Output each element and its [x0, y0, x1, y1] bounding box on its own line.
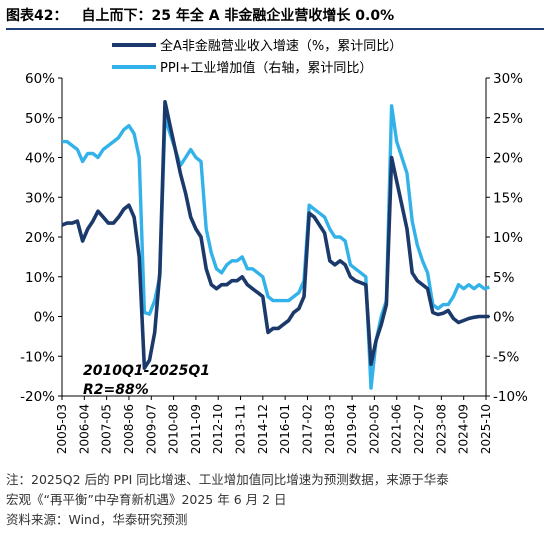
y-right-tick-label: 10%: [493, 230, 523, 246]
title-text: 自上而下：25 年全 A 非金融企业营收增长 0.0%: [81, 8, 395, 24]
y-right-tick-label: 20%: [493, 151, 523, 167]
x-tick-label: 2009-07: [144, 404, 158, 454]
x-tick-label: 2022-07: [412, 404, 426, 454]
y-left-tick-label: -10%: [20, 349, 55, 365]
series-line-revenue: [61, 100, 490, 370]
x-tick-label: 2023-08: [434, 404, 448, 454]
y-left-tick-label: 20%: [25, 230, 55, 246]
note-line-2: 宏观《“再平衡”中孕育新机遇》2025 年 6 月 2 日: [6, 492, 287, 507]
y-left-tick-label: 0%: [34, 310, 56, 326]
source-note: 资料来源：Wind，华泰研究预测: [6, 512, 188, 527]
y-right-tick-label: -10%: [493, 389, 528, 405]
x-tick-label: 2016-01: [278, 404, 292, 454]
x-tick-label: 2021-06: [390, 404, 404, 454]
x-tick-label: 2025-10: [479, 404, 493, 454]
series-line-ppi-iva: [62, 104, 490, 390]
line-chart: -20% -10% 0% 10% 20% 30% 40% 50% 60% -10% -5% 0% 5% 1…: [20, 38, 528, 454]
x-tick-label: 2019-04: [345, 404, 359, 454]
legend-label: PPI+工业增加值（右轴，累计同比）: [160, 60, 372, 76]
figure-label: 图表42：: [6, 8, 68, 24]
note-line-1: 注：2025Q2 后的 PPI 同比增速、工业增加值同比增速为预测数据，来源于华…: [6, 472, 449, 487]
x-tick-label: 2024-09: [457, 404, 471, 454]
y-right-tick-label: -5%: [493, 349, 519, 365]
x-tick-label: 2013-11: [234, 404, 248, 454]
y-left-tick-label: 30%: [25, 190, 55, 206]
chart-notes: 注：2025Q2 后的 PPI 同比增速、工业增加值同比增速为预测数据，来源于华…: [6, 470, 546, 530]
y-left-tick-label: 60%: [25, 71, 55, 87]
legend-label: 全A非金融营业收入增速（%，累计同比）: [160, 38, 402, 54]
x-tick-label: 2018-03: [323, 404, 337, 454]
y-left-tick-label: 50%: [25, 111, 55, 127]
y-right-tick-label: 5%: [493, 270, 515, 286]
x-tick-label: 2006-04: [77, 404, 91, 454]
y-right-tick-label: 15%: [493, 190, 523, 206]
x-tick-label: 2010-08: [167, 404, 181, 454]
annotation-r2: R2=88%: [83, 382, 149, 398]
x-tick-label: 2014-12: [256, 404, 270, 454]
y-right-tick-label: 0%: [493, 310, 515, 326]
y-left-tick-label: -20%: [20, 389, 55, 405]
x-tick-label: 2012-10: [211, 404, 225, 454]
chart-title: 图表42： 自上而下：25 年全 A 非金融企业营收增长 0.0%: [6, 2, 544, 30]
y-right-tick-label: 25%: [493, 111, 523, 127]
annotation-period: 2010Q1-2025Q1: [83, 363, 210, 379]
y-left-tick-label: 10%: [25, 270, 55, 286]
x-tick-label: 2011-09: [189, 404, 203, 454]
x-tick-label: 2007-05: [100, 404, 114, 454]
x-tick-label: 2005-03: [55, 404, 69, 454]
x-tick-label: 2008-06: [122, 404, 136, 454]
x-tick-label: 2017-02: [300, 404, 314, 454]
y-right-tick-label: 30%: [493, 71, 523, 87]
y-left-tick-label: 40%: [25, 151, 55, 167]
x-tick-label: 2020-05: [367, 404, 381, 454]
